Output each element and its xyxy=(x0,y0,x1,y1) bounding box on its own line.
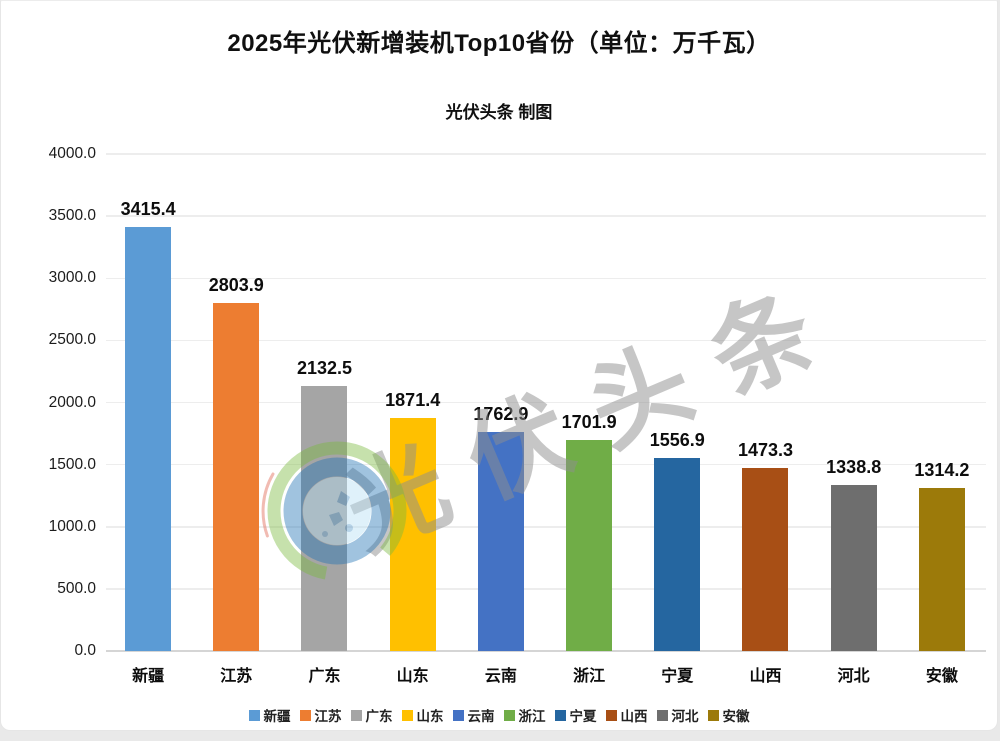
legend-swatch-icon xyxy=(503,709,515,721)
legend-swatch-icon xyxy=(452,709,464,721)
bar-value-label: 1338.8 xyxy=(826,456,882,477)
bar-value-label: 1314.2 xyxy=(914,459,970,480)
bar-column: 1473.3 xyxy=(721,154,809,651)
legend-item-安徽: 安徽 xyxy=(707,705,750,725)
bar-value-label: 1871.4 xyxy=(385,390,441,411)
bar-column: 2132.5 xyxy=(280,154,368,651)
bar-江苏 xyxy=(213,302,260,651)
bar-河北 xyxy=(830,484,877,651)
gridline xyxy=(106,339,986,342)
gridline xyxy=(106,153,986,155)
y-axis-tick-label: 1500.0 xyxy=(48,455,96,473)
plot-area: 0.0 500.0 1000.0 1500.0 2000.0 2500.0 3000.0 35… xyxy=(1,1,997,730)
legend-item-宁夏: 宁夏 xyxy=(554,705,597,725)
bar-安徽 xyxy=(918,487,965,651)
y-axis-tick-label: 500.0 xyxy=(57,579,96,597)
legend-label: 宁夏 xyxy=(569,709,597,724)
bar-云南 xyxy=(477,431,524,651)
x-axis-label-山东: 山东 xyxy=(396,668,429,685)
legend-swatch-icon xyxy=(707,709,719,721)
y-axis-tick-label: 2500.0 xyxy=(48,331,96,349)
bar-value-label: 1556.9 xyxy=(649,429,705,450)
legend-label: 山西 xyxy=(620,709,648,724)
legend-label: 山东 xyxy=(416,709,444,724)
y-axis-tick-label: 2000.0 xyxy=(48,393,96,411)
legend-label: 云南 xyxy=(467,709,495,724)
gridline xyxy=(106,215,986,217)
gridline xyxy=(106,277,986,279)
legend-swatch-icon xyxy=(605,709,617,721)
bar-value-label: 3415.4 xyxy=(120,198,176,219)
legend-label: 广东 xyxy=(365,709,393,724)
legend-label: 浙江 xyxy=(518,709,546,724)
bar-column: 2803.9 xyxy=(192,154,280,651)
x-axis-label-山西: 山西 xyxy=(749,668,782,685)
legend-item-新疆: 新疆 xyxy=(248,705,291,725)
bar-value-label: 2132.5 xyxy=(296,358,353,379)
chart-subtitle: 光伏头条 制图 xyxy=(445,103,553,122)
legend-swatch-icon xyxy=(350,709,362,721)
gridline xyxy=(106,588,986,590)
bar-column: 1556.9 xyxy=(633,154,721,651)
legend-label: 江苏 xyxy=(314,709,342,724)
bar-column: 1701.9 xyxy=(545,154,633,651)
legend-swatch-icon xyxy=(656,709,668,721)
chart-title: 2025年光伏新增装机Top10省份（单位：万千瓦） xyxy=(227,30,771,57)
x-axis-line xyxy=(106,650,986,653)
x-axis-label-宁夏: 宁夏 xyxy=(661,668,694,685)
bar-value-label: 1701.9 xyxy=(561,411,617,432)
legend-label: 安徽 xyxy=(722,709,750,724)
legend-label: 新疆 xyxy=(263,709,291,724)
x-axis-label-安徽: 安徽 xyxy=(925,668,958,685)
x-axis-label-新疆: 新疆 xyxy=(132,668,165,685)
x-axis-label-浙江: 浙江 xyxy=(573,668,606,685)
y-axis-tick-label: 1000.0 xyxy=(48,517,96,535)
bar-浙江 xyxy=(566,439,613,651)
bar-column: 1338.8 xyxy=(810,154,898,651)
x-axis-label-云南: 云南 xyxy=(484,668,517,685)
bar-column: 1314.2 xyxy=(898,154,986,651)
y-axis-tick-label: 4000.0 xyxy=(48,145,96,162)
bar-宁夏 xyxy=(654,457,701,651)
bar-value-label: 1762.9 xyxy=(473,403,529,424)
y-axis-tick-label: 3000.0 xyxy=(48,269,96,287)
bar-column: 3415.4 xyxy=(104,154,192,651)
legend-item-山东: 山东 xyxy=(401,705,444,725)
x-axis-label-河北: 河北 xyxy=(837,668,870,685)
bar-山西 xyxy=(742,467,789,651)
legend-item-云南: 云南 xyxy=(452,705,495,725)
y-axis-tick-label: 0.0 xyxy=(74,642,96,659)
legend-swatch-icon xyxy=(248,709,260,721)
bar-新疆 xyxy=(125,226,172,651)
bar-value-label: 1473.3 xyxy=(737,439,794,460)
legend-label: 河北 xyxy=(671,709,699,724)
legend-swatch-icon xyxy=(299,709,311,721)
legend-item-浙江: 浙江 xyxy=(503,705,546,725)
gridline xyxy=(106,401,986,404)
legend-item-广东: 广东 xyxy=(350,705,393,725)
x-axis-label-江苏: 江苏 xyxy=(220,668,253,685)
y-axis-tick-label: 3500.0 xyxy=(48,207,96,225)
legend-item-山西: 山西 xyxy=(605,705,648,725)
legend-item-江苏: 江苏 xyxy=(299,705,342,725)
bar-value-label: 2803.9 xyxy=(208,274,264,295)
bar-column: 1871.4 xyxy=(369,154,457,651)
gridline xyxy=(106,463,986,466)
gridline xyxy=(106,526,986,528)
legend-swatch-icon xyxy=(401,709,413,721)
legend-swatch-icon xyxy=(554,709,566,721)
bar-广东 xyxy=(301,386,348,651)
legend-item-河北: 河北 xyxy=(656,705,699,725)
bar-column: 1762.9 xyxy=(457,154,545,651)
legend: 新疆 江苏 广东 山东 云南 浙江 宁夏 山西 河北 安徽 xyxy=(1,705,997,725)
bar-山东 xyxy=(389,418,436,651)
x-axis-label-广东: 广东 xyxy=(308,668,341,685)
